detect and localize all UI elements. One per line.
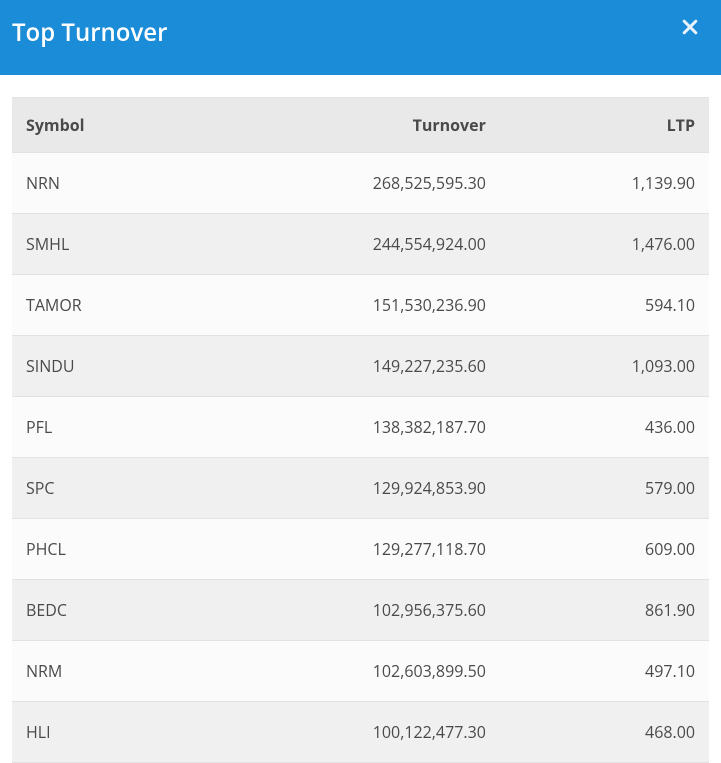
cell-turnover: 268,525,595.30: [242, 153, 500, 214]
cell-ltp: 609.00: [500, 519, 709, 580]
cell-ltp: 1,139.90: [500, 153, 709, 214]
cell-ltp: 497.10: [500, 641, 709, 702]
cell-symbol: SINDU: [12, 336, 242, 397]
cell-ltp: 861.90: [500, 580, 709, 641]
col-header-turnover: Turnover: [242, 98, 500, 153]
cell-turnover: 129,924,853.90: [242, 458, 500, 519]
turnover-table: Symbol Turnover LTP NRN268,525,595.301,1…: [12, 97, 709, 763]
cell-turnover: 100,122,477.30: [242, 702, 500, 763]
table-header-row: Symbol Turnover LTP: [12, 98, 709, 153]
cell-turnover: 151,530,236.90: [242, 275, 500, 336]
cell-symbol: BEDC: [12, 580, 242, 641]
modal-header: Top Turnover: [0, 0, 721, 75]
table-row: NRM102,603,899.50497.10: [12, 641, 709, 702]
cell-turnover: 102,603,899.50: [242, 641, 500, 702]
table-row: NRN268,525,595.301,139.90: [12, 153, 709, 214]
cell-ltp: 594.10: [500, 275, 709, 336]
cell-ltp: 1,093.00: [500, 336, 709, 397]
cell-turnover: 149,227,235.60: [242, 336, 500, 397]
cell-symbol: SMHL: [12, 214, 242, 275]
cell-ltp: 468.00: [500, 702, 709, 763]
table-row: SPC129,924,853.90579.00: [12, 458, 709, 519]
table-row: PHCL129,277,118.70609.00: [12, 519, 709, 580]
cell-symbol: PHCL: [12, 519, 242, 580]
col-header-symbol: Symbol: [12, 98, 242, 153]
cell-symbol: HLI: [12, 702, 242, 763]
table-row: SINDU149,227,235.601,093.00: [12, 336, 709, 397]
cell-turnover: 138,382,187.70: [242, 397, 500, 458]
page-title: Top Turnover: [12, 16, 167, 49]
cell-turnover: 129,277,118.70: [242, 519, 500, 580]
table-row: HLI100,122,477.30468.00: [12, 702, 709, 763]
cell-symbol: NRN: [12, 153, 242, 214]
modal-body: Symbol Turnover LTP NRN268,525,595.301,1…: [0, 75, 721, 763]
close-icon[interactable]: [679, 16, 701, 38]
table-row: BEDC102,956,375.60861.90: [12, 580, 709, 641]
cell-ltp: 579.00: [500, 458, 709, 519]
cell-ltp: 1,476.00: [500, 214, 709, 275]
cell-ltp: 436.00: [500, 397, 709, 458]
cell-symbol: NRM: [12, 641, 242, 702]
cell-turnover: 244,554,924.00: [242, 214, 500, 275]
table-row: PFL138,382,187.70436.00: [12, 397, 709, 458]
table-row: SMHL244,554,924.001,476.00: [12, 214, 709, 275]
table-row: TAMOR151,530,236.90594.10: [12, 275, 709, 336]
cell-symbol: TAMOR: [12, 275, 242, 336]
cell-symbol: SPC: [12, 458, 242, 519]
col-header-ltp: LTP: [500, 98, 709, 153]
cell-symbol: PFL: [12, 397, 242, 458]
cell-turnover: 102,956,375.60: [242, 580, 500, 641]
